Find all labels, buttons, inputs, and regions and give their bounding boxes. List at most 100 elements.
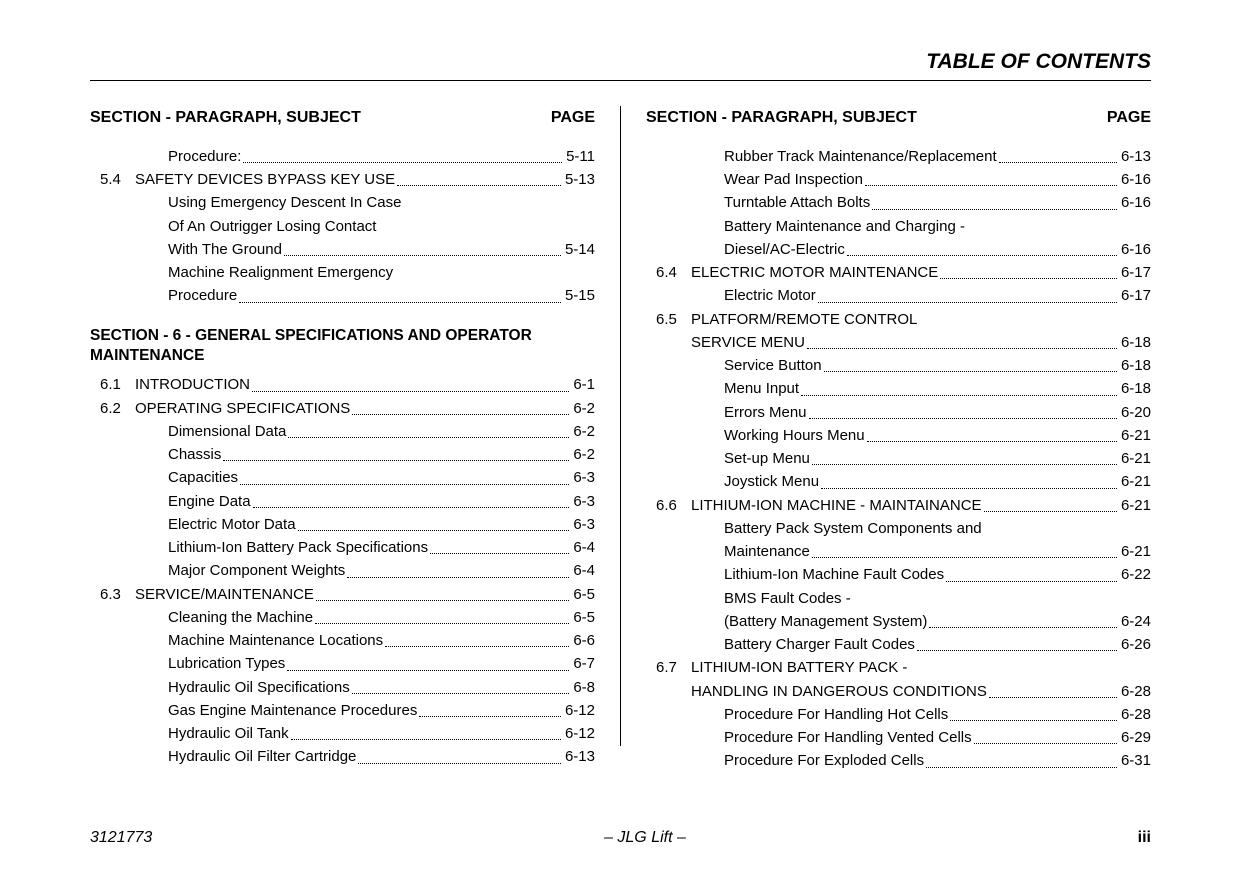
toc-leader [929,627,1117,628]
toc-sub-row: With The Ground5-14 [90,238,595,261]
toc-page-ref: 6-7 [573,652,595,675]
toc-page-ref: 6-28 [1121,680,1151,703]
toc-leader [946,581,1117,582]
toc-sub-row: Dimensional Data6-2 [90,420,595,443]
toc-entry-text: Menu Input [724,377,799,400]
toc-sub-row: Procedure For Exploded Cells6-31 [646,749,1151,772]
toc-sub-row: Diesel/AC-Electric6-16 [646,238,1151,261]
toc-leader [315,623,569,624]
toc-sub-row: Lithium-Ion Machine Fault Codes 6-22 [646,563,1151,586]
toc-page-ref: 6-20 [1121,401,1151,424]
toc-sub-row: Wear Pad Inspection6-16 [646,168,1151,191]
toc-sub-row: Capacities6-3 [90,466,595,489]
toc-sub-row: Maintenance6-21 [646,540,1151,563]
toc-sub-row: Turntable Attach Bolts 6-16 [646,191,1151,214]
toc-entry-text: Service Button [724,354,822,377]
toc-entry-text: Lubrication Types [168,652,285,675]
toc-multiline-text: BMS Fault Codes - [646,587,1151,610]
toc-leader [287,670,569,671]
toc-entry-text: Procedure [168,284,237,307]
toc-multiline-text: Using Emergency Descent In Case Of An Ou… [90,191,595,238]
toc-entry-text: Lithium-Ion Battery Pack Specifications [168,536,428,559]
toc-page-ref: 6-12 [565,699,595,722]
toc-sub-row: Procedure For Handling Hot Cells6-28 [646,703,1151,726]
toc-sub-row: Lubrication Types 6-7 [90,652,595,675]
toc-page-ref: 6-5 [573,583,595,606]
toc-main-row: 6.2OPERATING SPECIFICATIONS6-2 [90,397,595,420]
toc-sub-row: Gas Engine Maintenance Procedures 6-12 [90,699,595,722]
toc-main-row-cont: SERVICE MENU6-18 [646,331,1151,354]
page-header-title: TABLE OF CONTENTS [90,50,1151,74]
page-footer: 3121773 – JLG Lift – iii [90,829,1151,847]
toc-entry-text: SERVICE MENU [691,331,805,354]
toc-page-ref: 6-21 [1121,447,1151,470]
toc-page-ref: 6-24 [1121,610,1151,633]
toc-entry-text: SERVICE/MAINTENANCE [135,583,314,606]
footer-doc-number: 3121773 [90,829,152,847]
toc-leader [812,464,1117,465]
toc-entry-text: Diesel/AC-Electric [724,238,845,261]
toc-leader [347,577,569,578]
column-header-right: SECTION - PARAGRAPH, SUBJECT PAGE [646,106,1151,131]
toc-entry-text: Cleaning the Machine [168,606,313,629]
toc-entry-text: Lithium-Ion Machine Fault Codes [724,563,944,586]
toc-entry-text: Gas Engine Maintenance Procedures [168,699,417,722]
column-header-subject: SECTION - PARAGRAPH, SUBJECT [646,106,1107,131]
toc-section-number: 5.4 [90,168,135,191]
toc-leader [818,302,1117,303]
section-heading: SECTION - 6 - GENERAL SPECIFICATIONS AND… [90,326,595,368]
toc-page-ref: 6-12 [565,722,595,745]
toc-section-number: 6.4 [646,261,691,284]
toc-multiline-text: Battery Maintenance and Charging - [646,215,1151,238]
toc-main-row: 6.1INTRODUCTION6-1 [90,373,595,396]
toc-sub-row: Electric Motor6-17 [646,284,1151,307]
toc-sub-row: Battery Charger Fault Codes6-26 [646,633,1151,656]
toc-leader [801,395,1117,396]
toc-main-row-cont: HANDLING IN DANGEROUS CONDITIONS6-28 [646,680,1151,703]
toc-sub-row: Set-up Menu6-21 [646,447,1151,470]
toc-sub-row: Procedure:5-11 [90,145,595,168]
toc-leader [419,716,561,717]
toc-leader [352,693,570,694]
toc-sub-row: Hydraulic Oil Specifications6-8 [90,676,595,699]
toc-main-row: 5.4SAFETY DEVICES BYPASS KEY USE5-13 [90,168,595,191]
toc-sub-row: Hydraulic Oil Filter Cartridge6-13 [90,745,595,768]
toc-entry-text: Turntable Attach Bolts [724,191,870,214]
toc-page-ref: 6-16 [1121,168,1151,191]
toc-section-number: 6.3 [90,583,135,606]
toc-page-ref: 6-5 [573,606,595,629]
toc-page-ref: 5-15 [565,284,595,307]
toc-entry-text: Major Component Weights [168,559,345,582]
toc-page-ref: 6-22 [1121,563,1151,586]
toc-entry-text: Capacities [168,466,238,489]
toc-section-number: 6.7 [646,656,691,679]
column-header-left: SECTION - PARAGRAPH, SUBJECT PAGE [90,106,595,131]
toc-leader [243,162,562,163]
toc-page-ref: 6-18 [1121,354,1151,377]
toc-main-row: 6.4ELECTRIC MOTOR MAINTENANCE6-17 [646,261,1151,284]
toc-page-ref: 6-31 [1121,749,1151,772]
right-rows-group: Rubber Track Maintenance/Replacement6-13… [646,145,1151,773]
toc-leader [984,511,1117,512]
header-rule [90,80,1151,81]
toc-leader [239,302,561,303]
toc-page-ref: 6-16 [1121,191,1151,214]
toc-sub-row: Errors Menu6-20 [646,401,1151,424]
left-rows-group-1: Procedure:5-115.4SAFETY DEVICES BYPASS K… [90,145,595,308]
toc-page-ref: 6-2 [573,420,595,443]
toc-page-ref: 6-26 [1121,633,1151,656]
toc-leader [821,488,1117,489]
toc-leader [397,185,561,186]
toc-section-number: 6.2 [90,397,135,420]
toc-entry-text: Chassis [168,443,221,466]
toc-leader [316,600,569,601]
toc-sub-row: Hydraulic Oil Tank6-12 [90,722,595,745]
toc-entry-text: INTRODUCTION [135,373,250,396]
toc-columns: SECTION - PARAGRAPH, SUBJECT PAGE Proced… [90,106,1151,806]
toc-page-ref: 5-13 [565,168,595,191]
toc-page-ref: 6-21 [1121,470,1151,493]
column-header-subject: SECTION - PARAGRAPH, SUBJECT [90,106,551,131]
toc-entry-text: LITHIUM-ION MACHINE - MAINTAINANCE [691,494,982,517]
toc-page-ref: 6-13 [565,745,595,768]
toc-leader [867,441,1117,442]
